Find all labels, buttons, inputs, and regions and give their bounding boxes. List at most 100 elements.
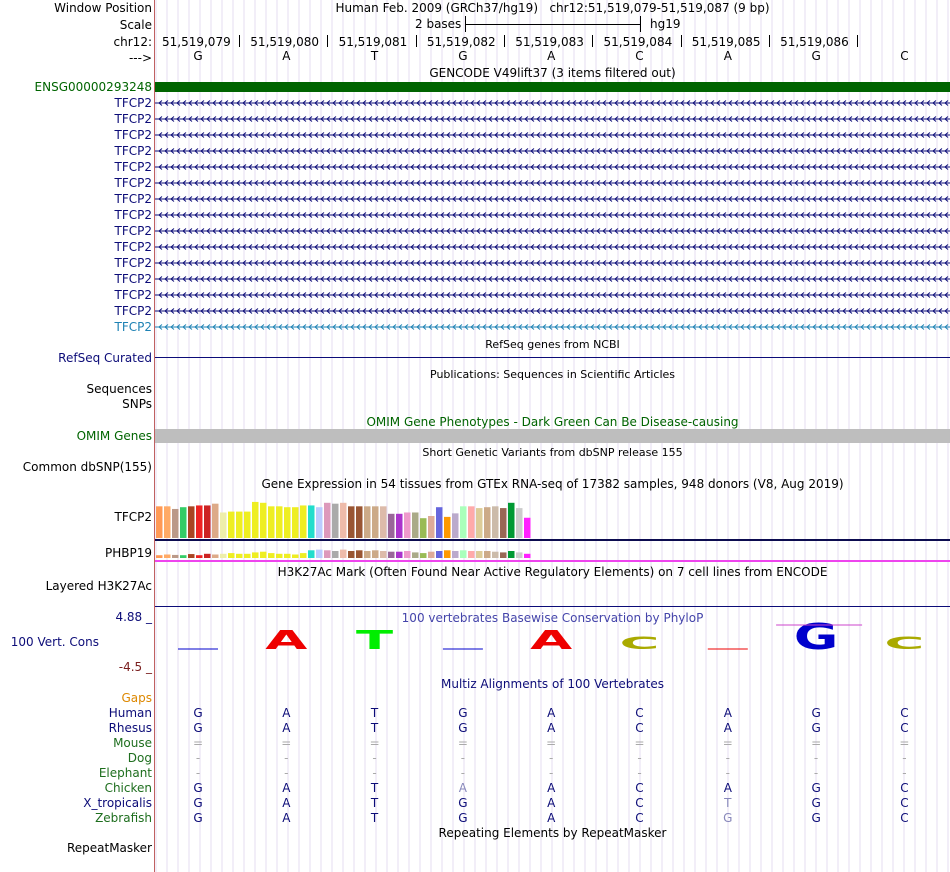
gtex-bar-tfcp2[interactable] — [380, 506, 387, 538]
gtex-bar-tfcp2[interactable] — [396, 513, 403, 538]
gtex-bar-phbp19[interactable] — [228, 553, 235, 558]
gtex-bar-tfcp2[interactable] — [508, 502, 515, 538]
species-label[interactable]: Rhesus — [108, 721, 152, 735]
phylop-score-letter[interactable]: G — [794, 620, 839, 657]
gtex-bar-tfcp2[interactable] — [268, 506, 275, 538]
refseq-label[interactable]: RefSeq Curated — [58, 351, 152, 365]
phylop-score-letter[interactable]: A — [530, 625, 572, 655]
transcript-label[interactable]: TFCP2 — [114, 224, 152, 238]
gtex-bar-phbp19[interactable] — [412, 552, 419, 558]
species-label[interactable]: Mouse — [113, 736, 152, 750]
gtex-bar-tfcp2[interactable] — [428, 516, 435, 538]
gtex-bar-tfcp2[interactable] — [364, 506, 371, 538]
gtex-bar-tfcp2[interactable] — [252, 501, 259, 538]
gtex-bar-phbp19[interactable] — [476, 551, 483, 558]
transcript-line[interactable] — [155, 100, 950, 106]
gtex-bar-phbp19[interactable] — [436, 551, 443, 558]
species-label[interactable]: Elephant — [98, 766, 152, 780]
gaps-label[interactable]: Gaps — [121, 691, 152, 705]
gtex-bar-tfcp2[interactable] — [180, 507, 187, 538]
gtex-bar-tfcp2[interactable] — [348, 506, 355, 538]
gtex-bar-tfcp2[interactable] — [316, 507, 323, 538]
transcript-label[interactable]: TFCP2 — [114, 144, 152, 158]
gtex-bar-phbp19[interactable] — [324, 550, 331, 558]
transcript-line[interactable] — [155, 260, 950, 266]
gtex-bar-tfcp2[interactable] — [220, 512, 227, 538]
gtex-bar-tfcp2[interactable] — [172, 508, 179, 538]
gtex-bar-tfcp2[interactable] — [436, 507, 443, 538]
transcript-label[interactable]: TFCP2 — [114, 192, 152, 206]
gtex-bar-tfcp2[interactable] — [372, 506, 379, 538]
gtex-bar-phbp19[interactable] — [396, 551, 403, 558]
gtex-bar-tfcp2[interactable] — [244, 511, 251, 538]
gtex-bar-phbp19[interactable] — [284, 553, 291, 558]
gtex-bar-phbp19[interactable] — [508, 551, 515, 558]
gtex-bar-tfcp2[interactable] — [420, 518, 427, 538]
gtex-bar-phbp19[interactable] — [260, 551, 267, 558]
gtex-bar-phbp19[interactable] — [364, 551, 371, 558]
gtex-bar-tfcp2[interactable] — [524, 517, 531, 538]
gtex-bar-tfcp2[interactable] — [164, 506, 171, 538]
transcript-label[interactable]: TFCP2 — [114, 304, 152, 318]
gtex-bar-phbp19[interactable] — [172, 554, 179, 558]
transcript-line[interactable] — [155, 132, 950, 138]
gtex-bar-phbp19[interactable] — [180, 555, 187, 558]
transcript-line[interactable] — [155, 276, 950, 282]
gtex-bar-phbp19[interactable] — [468, 551, 475, 558]
gtex-bar-phbp19[interactable] — [196, 555, 203, 558]
phylop-score-letter[interactable]: T — [356, 625, 393, 655]
gencode-gene-bar[interactable] — [155, 82, 950, 92]
transcript-line[interactable] — [155, 116, 950, 122]
gtex-bar-tfcp2[interactable] — [204, 505, 211, 538]
gtex-bar-tfcp2[interactable] — [500, 508, 507, 538]
gtex-bar-tfcp2[interactable] — [196, 505, 203, 538]
gtex-bar-tfcp2[interactable] — [332, 503, 339, 538]
species-label[interactable]: X_tropicalis — [83, 796, 152, 810]
gtex-bar-tfcp2[interactable] — [476, 508, 483, 538]
species-label[interactable]: Zebrafish — [95, 811, 152, 825]
gencode-transcripts[interactable] — [155, 0, 950, 340]
phylop-score-letter[interactable]: A — [265, 625, 307, 655]
gtex-bar-tfcp2[interactable] — [188, 506, 195, 538]
gtex-bar-tfcp2[interactable] — [492, 506, 499, 538]
dbsnp-label[interactable]: Common dbSNP(155) — [22, 460, 152, 474]
gtex-bar-phbp19[interactable] — [388, 551, 395, 558]
gtex-bar-tfcp2[interactable] — [156, 506, 163, 538]
species-label[interactable]: Human — [108, 706, 152, 720]
transcript-line[interactable] — [155, 228, 950, 234]
transcript-label[interactable]: TFCP2 — [114, 128, 152, 142]
transcript-line[interactable] — [155, 212, 950, 218]
gtex-bar-phbp19[interactable] — [300, 553, 307, 558]
transcript-line[interactable] — [155, 196, 950, 202]
transcript-line[interactable] — [155, 180, 950, 186]
gtex-bar-tfcp2[interactable] — [300, 505, 307, 538]
gtex-bar-tfcp2[interactable] — [212, 503, 219, 538]
gtex-bar-phbp19[interactable] — [268, 553, 275, 558]
gtex-bar-phbp19[interactable] — [356, 550, 363, 558]
gtex-bar-phbp19[interactable] — [292, 554, 299, 559]
gtex-bar-phbp19[interactable] — [276, 553, 283, 558]
gtex-bar-tfcp2[interactable] — [468, 506, 475, 538]
gtex-bar-tfcp2[interactable] — [276, 506, 283, 538]
species-label[interactable]: Dog — [127, 751, 152, 765]
refseq-gene-line[interactable] — [155, 357, 950, 358]
gtex-bar-tfcp2[interactable] — [388, 513, 395, 538]
transcript-label[interactable]: TFCP2 — [114, 320, 152, 334]
transcript-label[interactable]: TFCP2 — [114, 176, 152, 190]
gtex-bar-phbp19[interactable] — [428, 551, 435, 558]
transcript-label[interactable]: TFCP2 — [114, 96, 152, 110]
gtex-bar-phbp19[interactable] — [308, 550, 315, 558]
transcript-label[interactable]: TFCP2 — [114, 208, 152, 222]
transcript-label[interactable]: TFCP2 — [114, 288, 152, 302]
gtex-bar-phbp19[interactable] — [156, 555, 163, 558]
gtex-bar-tfcp2[interactable] — [340, 502, 347, 538]
transcript-line[interactable] — [155, 324, 950, 330]
gencode-gene-label[interactable]: ENSG00000293248 — [34, 80, 152, 94]
transcript-label[interactable]: TFCP2 — [114, 112, 152, 126]
track-image[interactable]: Human Feb. 2009 (GRCh37/hg19) chr12:51,5… — [155, 0, 950, 872]
h3k27ac-label[interactable]: Layered H3K27Ac — [45, 579, 152, 593]
omim-gene-bar[interactable] — [155, 429, 950, 443]
gtex-bar-tfcp2[interactable] — [308, 505, 315, 538]
species-label[interactable]: Chicken — [104, 781, 152, 795]
gtex-bar-phbp19[interactable] — [372, 550, 379, 558]
